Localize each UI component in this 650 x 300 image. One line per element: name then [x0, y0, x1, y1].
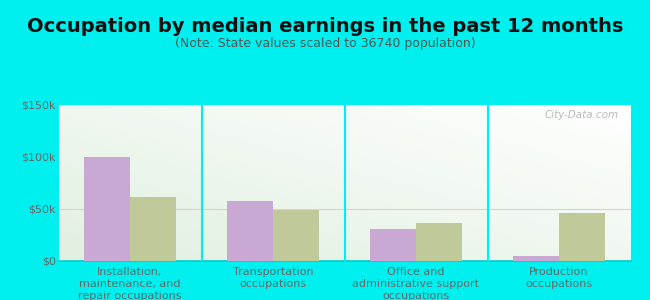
Text: Occupation by median earnings in the past 12 months: Occupation by median earnings in the pas… [27, 16, 623, 35]
Bar [273, 210, 318, 261]
Bar [370, 229, 416, 261]
Text: (Note: State values scaled to 36740 population): (Note: State values scaled to 36740 popu… [175, 38, 475, 50]
Bar [514, 256, 559, 261]
Bar [559, 213, 604, 261]
Bar [227, 201, 273, 261]
Bar [84, 157, 130, 261]
Text: City-Data.com: City-Data.com [545, 110, 619, 120]
Bar [130, 196, 176, 261]
Bar [416, 223, 462, 261]
